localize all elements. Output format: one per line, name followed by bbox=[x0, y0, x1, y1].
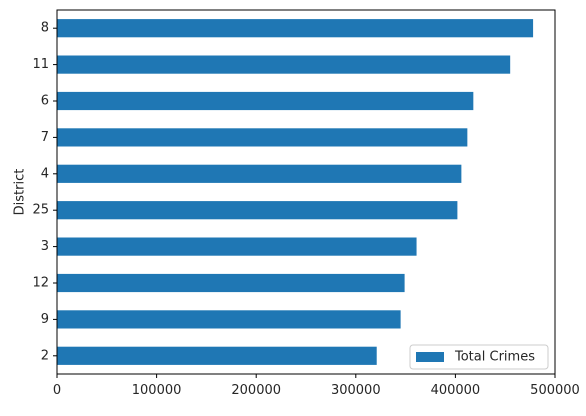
y-axis-label: District bbox=[13, 169, 28, 216]
y-tick-label: 6 bbox=[41, 94, 49, 109]
y-tick-label: 11 bbox=[32, 57, 49, 72]
bar-district-12 bbox=[57, 273, 405, 293]
x-axis-ticks: 0 100000 200000 300000 400000 500000 bbox=[53, 374, 580, 398]
y-tick-label: 3 bbox=[41, 239, 49, 254]
y-tick-label: 9 bbox=[41, 312, 49, 327]
y-tick-label: 12 bbox=[32, 276, 49, 291]
bar-district-8 bbox=[57, 19, 534, 38]
legend: Total Crimes bbox=[409, 344, 549, 370]
y-tick-label: 8 bbox=[41, 21, 49, 36]
legend-box bbox=[409, 344, 549, 370]
bar-district-9 bbox=[57, 310, 401, 329]
legend-entry-label: Total Crimes bbox=[454, 350, 535, 365]
y-tick-label: 2 bbox=[41, 348, 49, 363]
x-tick-label: 400000 bbox=[431, 383, 481, 398]
bar-district-7 bbox=[57, 128, 468, 147]
bar-district-4 bbox=[57, 164, 462, 183]
bar-district-6 bbox=[57, 91, 474, 111]
x-tick-label: 300000 bbox=[331, 383, 381, 398]
bar-district-3 bbox=[57, 237, 417, 256]
x-tick-label: 0 bbox=[53, 383, 61, 398]
legend-swatch bbox=[416, 352, 444, 362]
y-tick-label: 7 bbox=[41, 130, 49, 145]
x-tick-label: 500000 bbox=[530, 383, 580, 398]
y-tick-label: 25 bbox=[32, 203, 49, 218]
x-tick-label: 100000 bbox=[132, 383, 182, 398]
bars-layer bbox=[57, 19, 534, 365]
x-tick-label: 200000 bbox=[231, 383, 281, 398]
plot-frame bbox=[56, 9, 556, 375]
y-tick-label: 4 bbox=[41, 166, 49, 181]
bar-district-11 bbox=[57, 55, 511, 74]
bar-district-25 bbox=[57, 201, 458, 220]
bar-district-2 bbox=[57, 346, 377, 365]
